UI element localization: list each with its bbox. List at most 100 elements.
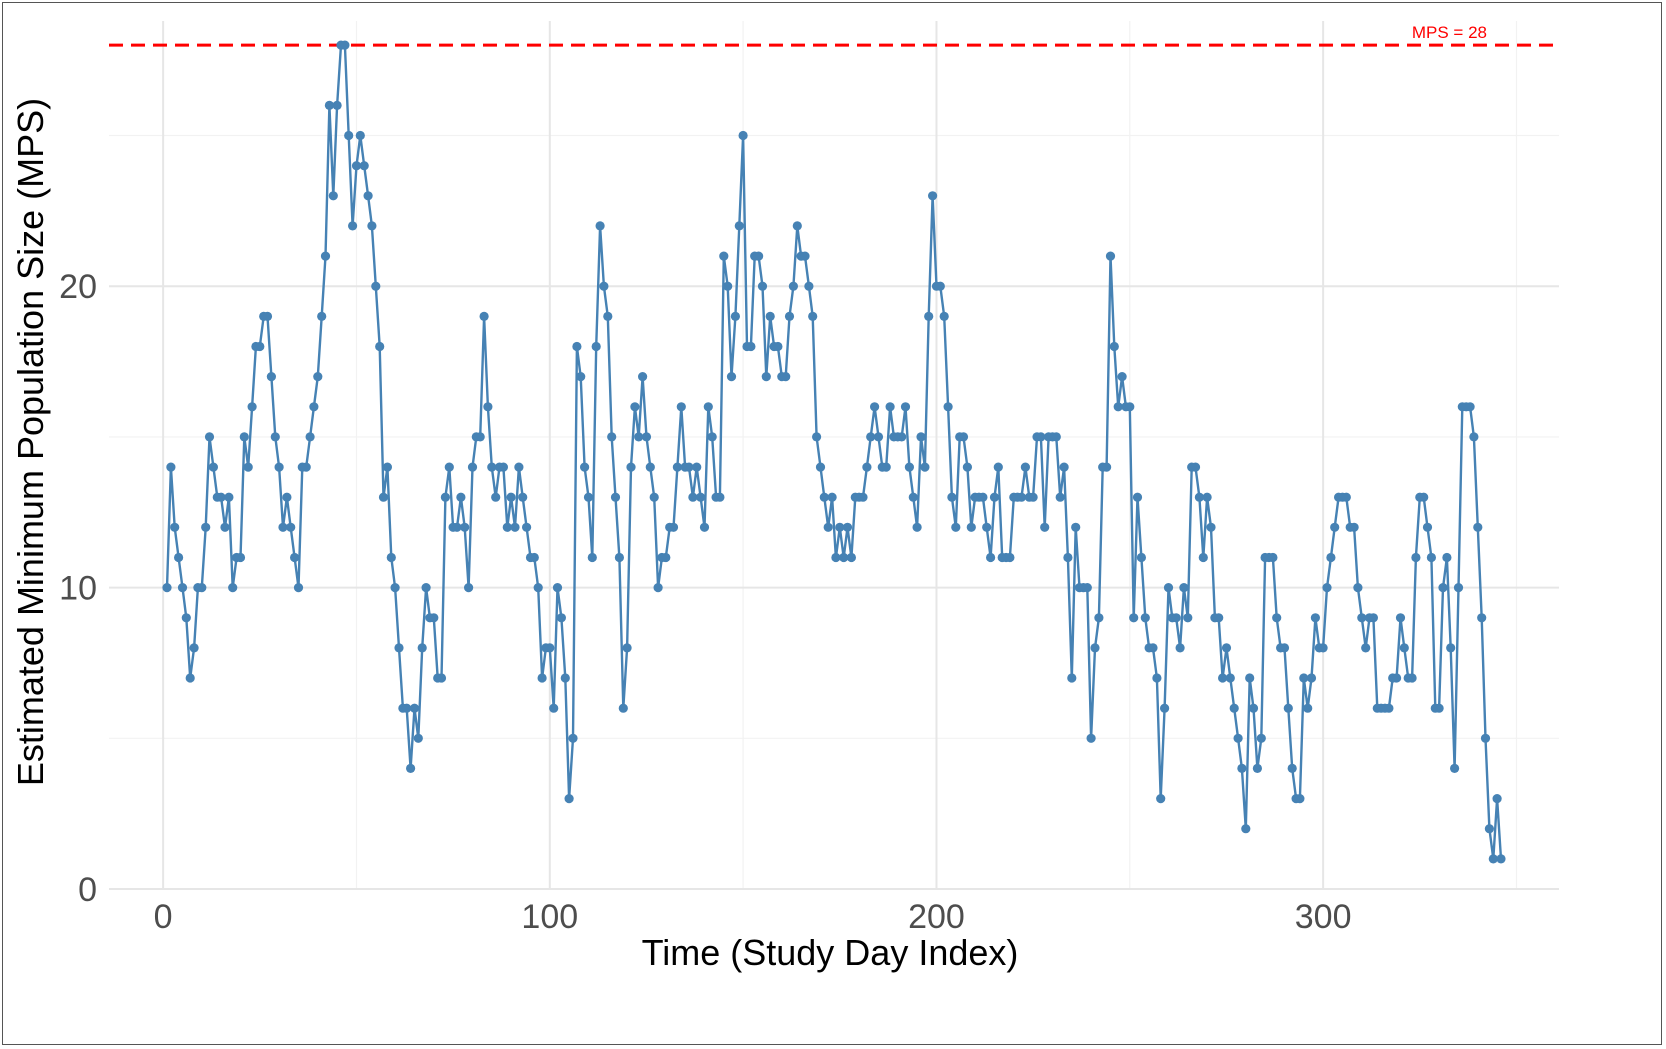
data-point bbox=[599, 281, 609, 291]
data-point bbox=[746, 341, 756, 352]
data-point bbox=[1082, 583, 1092, 593]
data-point bbox=[912, 522, 922, 532]
reference-line-group: MPS = 28 bbox=[109, 23, 1559, 47]
data-point bbox=[1411, 552, 1421, 563]
data-point bbox=[243, 462, 253, 472]
data-point bbox=[1357, 613, 1367, 623]
data-point bbox=[1473, 522, 1483, 532]
data-point bbox=[1399, 643, 1409, 653]
data-point bbox=[1132, 492, 1143, 502]
data-point bbox=[1055, 492, 1065, 502]
data-point bbox=[587, 552, 597, 563]
data-point bbox=[572, 341, 582, 352]
data-point bbox=[765, 311, 775, 321]
data-point bbox=[719, 251, 729, 261]
data-point bbox=[228, 583, 238, 593]
data-point bbox=[305, 432, 315, 442]
data-point bbox=[371, 281, 381, 291]
data-point bbox=[282, 492, 292, 502]
data-point bbox=[962, 462, 973, 472]
data-point bbox=[367, 221, 377, 231]
data-point bbox=[224, 492, 234, 502]
data-point bbox=[688, 492, 698, 502]
data-point bbox=[556, 613, 567, 623]
data-point bbox=[842, 522, 853, 532]
data-point bbox=[870, 402, 880, 412]
data-point bbox=[177, 583, 188, 593]
data-point bbox=[537, 673, 547, 683]
data-point bbox=[904, 462, 915, 472]
data-point bbox=[1330, 522, 1340, 532]
x-axis-tick-labels: 0 100 200 300 bbox=[154, 898, 1352, 936]
data-point bbox=[1136, 552, 1146, 563]
major-gridlines bbox=[109, 21, 1559, 890]
data-point bbox=[514, 462, 524, 472]
data-point bbox=[328, 191, 338, 201]
data-point bbox=[653, 583, 663, 593]
data-point bbox=[784, 311, 795, 321]
data-point bbox=[1233, 733, 1243, 743]
data-point bbox=[928, 191, 938, 201]
data-point bbox=[255, 341, 265, 352]
data-point bbox=[866, 432, 876, 442]
data-point bbox=[1419, 492, 1429, 502]
data-point bbox=[170, 522, 180, 532]
data-point bbox=[363, 191, 373, 201]
data-point bbox=[189, 643, 199, 653]
data-point bbox=[610, 492, 621, 502]
data-point bbox=[313, 372, 323, 382]
data-point bbox=[1063, 552, 1073, 563]
data-point bbox=[1020, 462, 1030, 472]
data-point bbox=[247, 402, 257, 412]
data-point bbox=[1392, 673, 1402, 683]
data-point bbox=[483, 402, 493, 412]
x-tick-label: 0 bbox=[154, 898, 173, 936]
data-point bbox=[1326, 552, 1336, 563]
data-point bbox=[951, 522, 961, 532]
data-point bbox=[522, 522, 532, 532]
data-point bbox=[835, 522, 845, 532]
data-point bbox=[734, 221, 744, 231]
data-point bbox=[1190, 462, 1201, 472]
data-point bbox=[924, 311, 934, 321]
data-point bbox=[185, 673, 195, 683]
data-point bbox=[947, 492, 957, 502]
data-point bbox=[1229, 703, 1239, 713]
data-point bbox=[1086, 733, 1096, 743]
data-point bbox=[549, 703, 559, 713]
data-point bbox=[692, 462, 702, 472]
data-point bbox=[518, 492, 528, 502]
data-point bbox=[1214, 613, 1224, 623]
data-point bbox=[1218, 673, 1228, 683]
data-point bbox=[1105, 251, 1116, 261]
data-point bbox=[831, 552, 841, 563]
data-point bbox=[1175, 643, 1185, 653]
data-point bbox=[1361, 643, 1371, 653]
y-tick-label: 20 bbox=[59, 268, 97, 306]
data-point bbox=[792, 221, 802, 231]
data-point bbox=[1422, 522, 1433, 532]
data-point bbox=[181, 613, 191, 623]
data-point bbox=[715, 492, 725, 502]
data-point bbox=[1241, 824, 1251, 834]
data-point bbox=[208, 462, 218, 472]
data-point bbox=[1152, 673, 1162, 683]
data-point bbox=[274, 462, 284, 472]
data-point bbox=[1477, 613, 1487, 623]
data-point bbox=[1484, 824, 1494, 834]
data-point bbox=[1480, 733, 1491, 743]
data-point bbox=[696, 492, 706, 502]
data-point bbox=[661, 552, 671, 563]
data-point bbox=[293, 583, 304, 593]
data-point bbox=[479, 311, 489, 321]
data-point bbox=[723, 281, 733, 291]
data-point bbox=[1148, 643, 1158, 653]
data-point bbox=[491, 492, 501, 502]
data-point bbox=[583, 492, 594, 502]
data-point bbox=[355, 130, 365, 141]
data-point bbox=[1113, 402, 1123, 412]
data-point bbox=[1446, 643, 1456, 653]
data-point bbox=[1322, 583, 1332, 593]
data-point bbox=[394, 643, 404, 653]
